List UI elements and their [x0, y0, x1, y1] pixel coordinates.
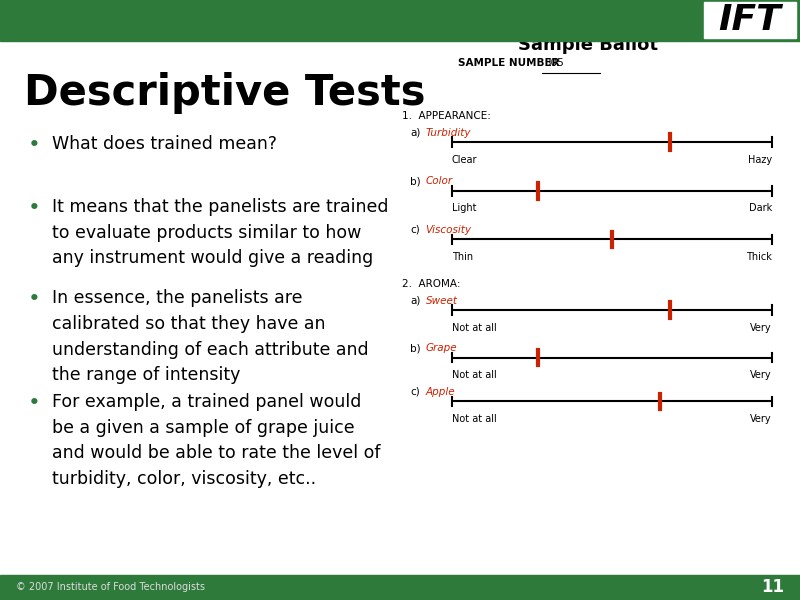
Text: c): c): [410, 225, 420, 235]
Text: Descriptive Tests: Descriptive Tests: [24, 72, 426, 114]
Text: 1.  APPEARANCE:: 1. APPEARANCE:: [402, 111, 491, 121]
Text: 11: 11: [761, 578, 784, 596]
Text: Sweet: Sweet: [426, 296, 458, 306]
Text: Turbidity: Turbidity: [426, 128, 471, 138]
Text: In essence, the panelists are
calibrated so that they have an
understanding of e: In essence, the panelists are calibrated…: [52, 289, 369, 385]
Text: What does trained mean?: What does trained mean?: [52, 135, 277, 153]
Text: a): a): [410, 128, 421, 138]
Text: •: •: [28, 393, 41, 413]
Text: 2.  AROMA:: 2. AROMA:: [402, 279, 461, 289]
Text: c): c): [410, 387, 420, 397]
Text: Thick: Thick: [746, 252, 772, 262]
Text: •: •: [28, 289, 41, 309]
Text: b): b): [410, 343, 421, 353]
Text: Not at all: Not at all: [452, 323, 497, 333]
Text: Apple: Apple: [426, 387, 455, 397]
Bar: [0, 575, 800, 600]
Text: Light: Light: [452, 203, 477, 214]
Text: Color: Color: [426, 176, 453, 187]
Text: b): b): [410, 176, 421, 187]
Text: •: •: [28, 135, 41, 155]
Text: Thin: Thin: [452, 252, 473, 262]
Text: Grape: Grape: [426, 343, 458, 353]
Text: Clear: Clear: [452, 155, 478, 165]
Text: Sample Ballot: Sample Ballot: [518, 36, 658, 54]
Text: For example, a trained panel would
be a given a sample of grape juice
and would : For example, a trained panel would be a …: [52, 393, 381, 488]
Bar: [704, 2, 796, 38]
Text: It means that the panelists are trained
to evaluate products similar to how
any : It means that the panelists are trained …: [52, 198, 389, 268]
Text: Not at all: Not at all: [452, 414, 497, 424]
Text: SAMPLE NUMBER: SAMPLE NUMBER: [458, 58, 559, 68]
Text: Hazy: Hazy: [748, 155, 772, 165]
Text: Not at all: Not at all: [452, 370, 497, 380]
Bar: [0, 0, 800, 41]
Text: © 2007 Institute of Food Technologists: © 2007 Institute of Food Technologists: [16, 583, 205, 592]
Text: Very: Very: [750, 414, 772, 424]
Text: Very: Very: [750, 370, 772, 380]
Text: Viscosity: Viscosity: [426, 225, 471, 235]
Text: Dark: Dark: [749, 203, 772, 214]
Text: Very: Very: [750, 323, 772, 333]
Text: a): a): [410, 296, 421, 306]
Text: IFT: IFT: [718, 4, 782, 37]
Text: 305: 305: [544, 58, 564, 68]
Text: •: •: [28, 198, 41, 218]
